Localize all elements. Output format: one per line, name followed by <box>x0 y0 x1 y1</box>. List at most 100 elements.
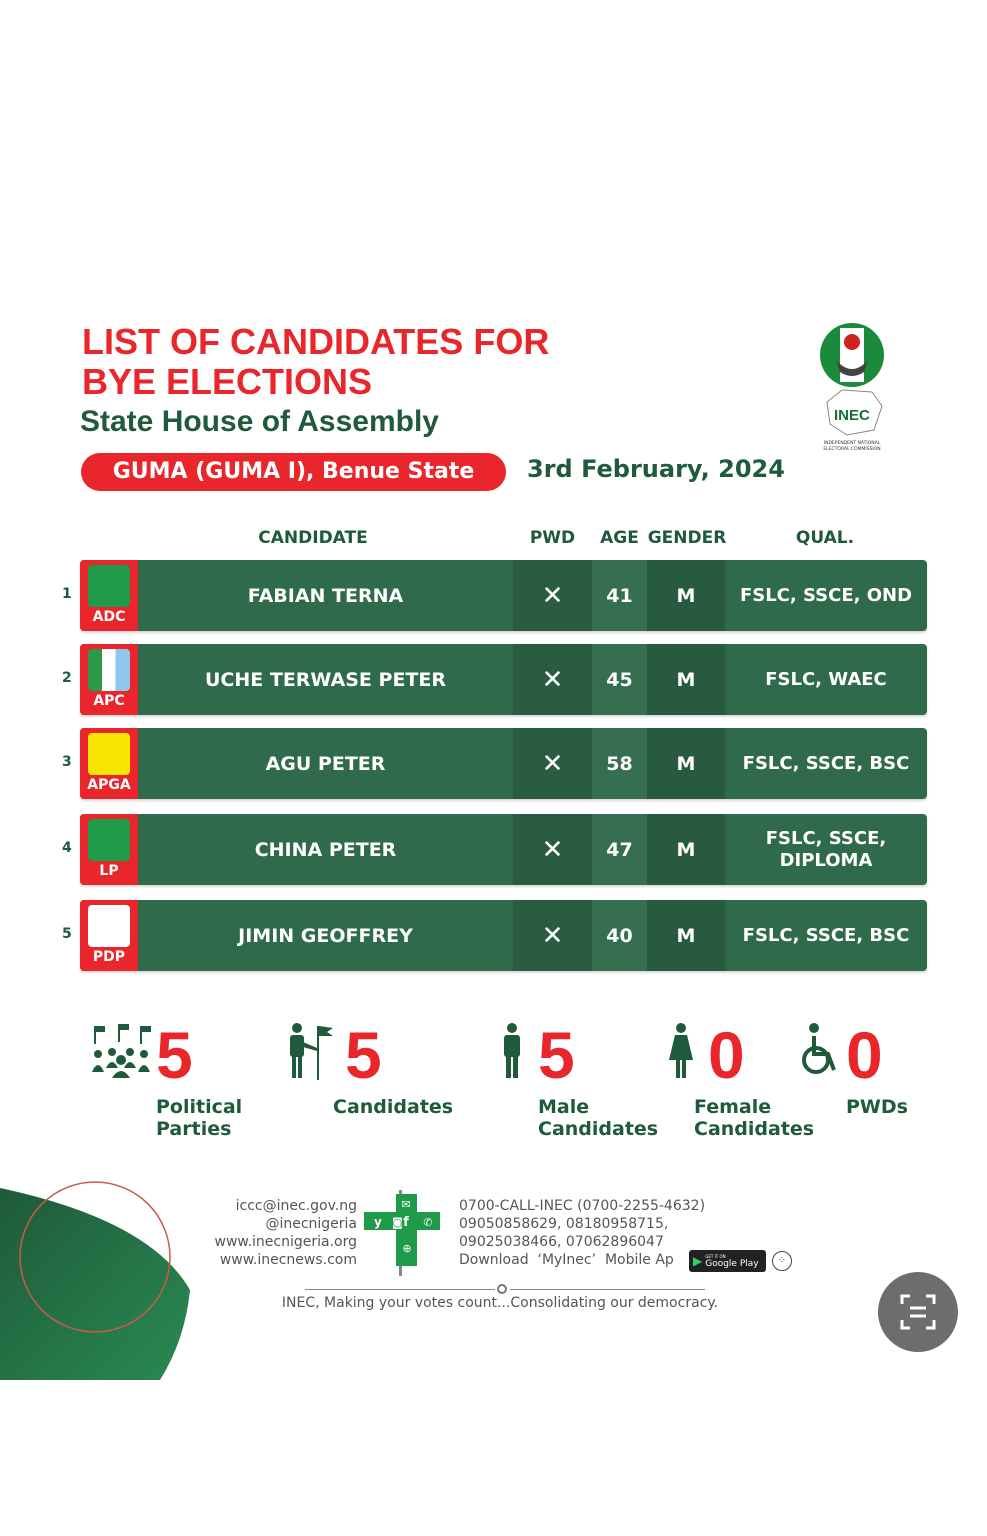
pwd-status: ✕ <box>513 644 592 715</box>
table-row: LP CHINA PETER ✕ 47 M FSLC, SSCE, DIPLOM… <box>80 814 927 885</box>
stat-label: Political Parties <box>156 1096 243 1140</box>
title-line-2: BYE ELECTIONS <box>82 361 373 402</box>
scan-icon <box>900 1294 936 1330</box>
candidate-gender: M <box>647 644 725 715</box>
party-badge: ADC <box>80 560 138 631</box>
row-number: 5 <box>62 926 72 942</box>
candidate-age: 58 <box>592 728 647 799</box>
inec-logo: INEC INDEPENDENT NATIONAL ELECTORAL COMM… <box>812 320 892 455</box>
party-logo-icon <box>88 905 130 947</box>
wheelchair-icon <box>802 1023 836 1074</box>
party-name: ADC <box>92 609 126 625</box>
candidate-qualifications: FSLC, SSCE, OND <box>739 584 913 606</box>
stat-value: 5 <box>538 1018 575 1092</box>
crowd-flags-icon <box>92 1024 151 1078</box>
party-badge: APGA <box>80 728 138 799</box>
page-title: LIST OF CANDIDATES FOR BYE ELECTIONS <box>82 322 549 402</box>
female-icon <box>669 1023 693 1078</box>
download-text: Download ‘MyInec’ Mobile Ap <box>459 1252 674 1268</box>
party-name: LP <box>99 863 119 879</box>
scan-text-button[interactable] <box>878 1272 958 1352</box>
pwd-status: ✕ <box>513 814 592 885</box>
play-icon: ▶ <box>693 1254 703 1268</box>
svg-text:f: f <box>403 1215 409 1230</box>
party-badge: LP <box>80 814 138 885</box>
hotline: 0700-CALL-INEC (0700-2255-4632) <box>459 1198 706 1214</box>
svg-text:INDEPENDENT NATIONAL: INDEPENDENT NATIONAL <box>824 440 881 446</box>
pwd-status: ✕ <box>513 560 592 631</box>
party-name: APGA <box>87 777 131 793</box>
person-flag-icon <box>290 1023 333 1080</box>
candidate-name: UCHE TERWASE PETER <box>205 668 446 691</box>
subtitle: State House of Assembly <box>80 405 439 438</box>
party-logo-icon <box>88 565 130 607</box>
column-header-pwd: PWD <box>529 528 576 548</box>
social-icons-cross: ✉ y ◙ f ✆ ⊕ <box>364 1190 440 1276</box>
stat-pwds: 0 PWDs <box>800 1022 908 1118</box>
table-row: ADC FABIAN TERNA ✕ 41 M FSLC, SSCE, OND <box>80 560 927 631</box>
male-icon <box>504 1023 520 1078</box>
candidate-qualifications: FSLC, SSCE, BSC <box>742 752 910 774</box>
svg-text:✉: ✉ <box>401 1198 410 1211</box>
party-logo-icon <box>88 819 130 861</box>
svg-text:⊕: ⊕ <box>402 1242 411 1255</box>
divider <box>510 1289 705 1290</box>
divider-dot <box>497 1284 507 1294</box>
stat-value: 5 <box>156 1018 193 1092</box>
stat-female: 0 Female Candidates <box>668 1022 814 1140</box>
candidate-name: FABIAN TERNA <box>247 584 404 607</box>
candidate-qualifications: FSLC, SSCE, BSC <box>742 924 910 946</box>
google-play-badge[interactable]: ▶ GET IT ON Google Play <box>689 1250 766 1272</box>
row-number: 4 <box>62 840 72 856</box>
title-line-1: LIST OF CANDIDATES FOR <box>82 321 550 362</box>
row-number: 2 <box>62 670 72 686</box>
stat-label: Male Candidates <box>538 1096 659 1140</box>
svg-text:y: y <box>374 1215 382 1229</box>
table-row: APC UCHE TERWASE PETER ✕ 45 M FSLC, WAEC <box>80 644 927 715</box>
column-header-candidate: CANDIDATE <box>258 528 368 548</box>
social-handle[interactable]: @inecnigeria <box>265 1216 357 1232</box>
party-badge: APC <box>80 644 138 715</box>
candidate-qualifications: FSLC, SSCE, DIPLOMA <box>765 827 887 871</box>
decorative-green-shape <box>0 1181 190 1380</box>
blackberry-icon[interactable]: ⁘ <box>772 1251 792 1271</box>
candidate-gender: M <box>647 728 725 799</box>
column-header-gender: GENDER <box>647 528 727 548</box>
party-name: PDP <box>92 949 126 965</box>
candidate-age: 41 <box>592 560 647 631</box>
divider <box>305 1289 495 1290</box>
election-date: 3rd February, 2024 <box>527 455 785 483</box>
email-link[interactable]: iccc@inec.gov.ng <box>235 1198 357 1214</box>
column-header-qual: QUAL. <box>795 528 855 548</box>
table-row: PDP JIMIN GEOFFREY ✕ 40 M FSLC, SSCE, BS… <box>80 900 927 971</box>
stat-label: PWDs <box>846 1096 908 1118</box>
svg-text:ELECTORAL COMMISSION: ELECTORAL COMMISSION <box>823 446 880 452</box>
contact-left: iccc@inec.gov.ng @inecnigeria www.inecni… <box>180 1197 358 1269</box>
constituency-badge: GUMA (GUMA I), Benue State <box>81 453 506 491</box>
svg-text:✆: ✆ <box>423 1216 432 1229</box>
party-badge: PDP <box>80 900 138 971</box>
party-name: APC <box>93 693 125 709</box>
candidate-qualifications: FSLC, WAEC <box>765 668 887 690</box>
stat-parties: 5 Political Parties <box>90 1022 242 1140</box>
stat-male: 5 Male Candidates <box>500 1022 658 1140</box>
candidate-name: CHINA PETER <box>254 838 397 861</box>
slogan: INEC, Making your votes count...Consolid… <box>281 1295 719 1311</box>
news-link[interactable]: www.inecnews.com <box>219 1252 357 1268</box>
stat-label: Female Candidates <box>694 1096 815 1140</box>
pwd-status: ✕ <box>513 900 592 971</box>
stat-value: 0 <box>846 1018 883 1092</box>
party-logo-icon <box>88 649 130 691</box>
row-number: 1 <box>62 586 72 602</box>
candidate-name: AGU PETER <box>265 752 386 775</box>
contact-right: 0700-CALL-INEC (0700-2255-4632) 09050858… <box>459 1197 759 1269</box>
candidate-gender: M <box>647 560 725 631</box>
stat-label: Candidates <box>333 1096 454 1118</box>
phone-numbers: 09050858629, 08180958715, <box>459 1216 669 1232</box>
phone-numbers: 09025038466, 07062896047 <box>459 1234 664 1250</box>
website-link[interactable]: www.inecnigeria.org <box>214 1234 358 1250</box>
candidate-name: JIMIN GEOFFREY <box>238 924 413 947</box>
party-logo-icon <box>88 733 130 775</box>
svg-text:INEC: INEC <box>834 407 870 424</box>
stat-value: 5 <box>345 1018 382 1092</box>
